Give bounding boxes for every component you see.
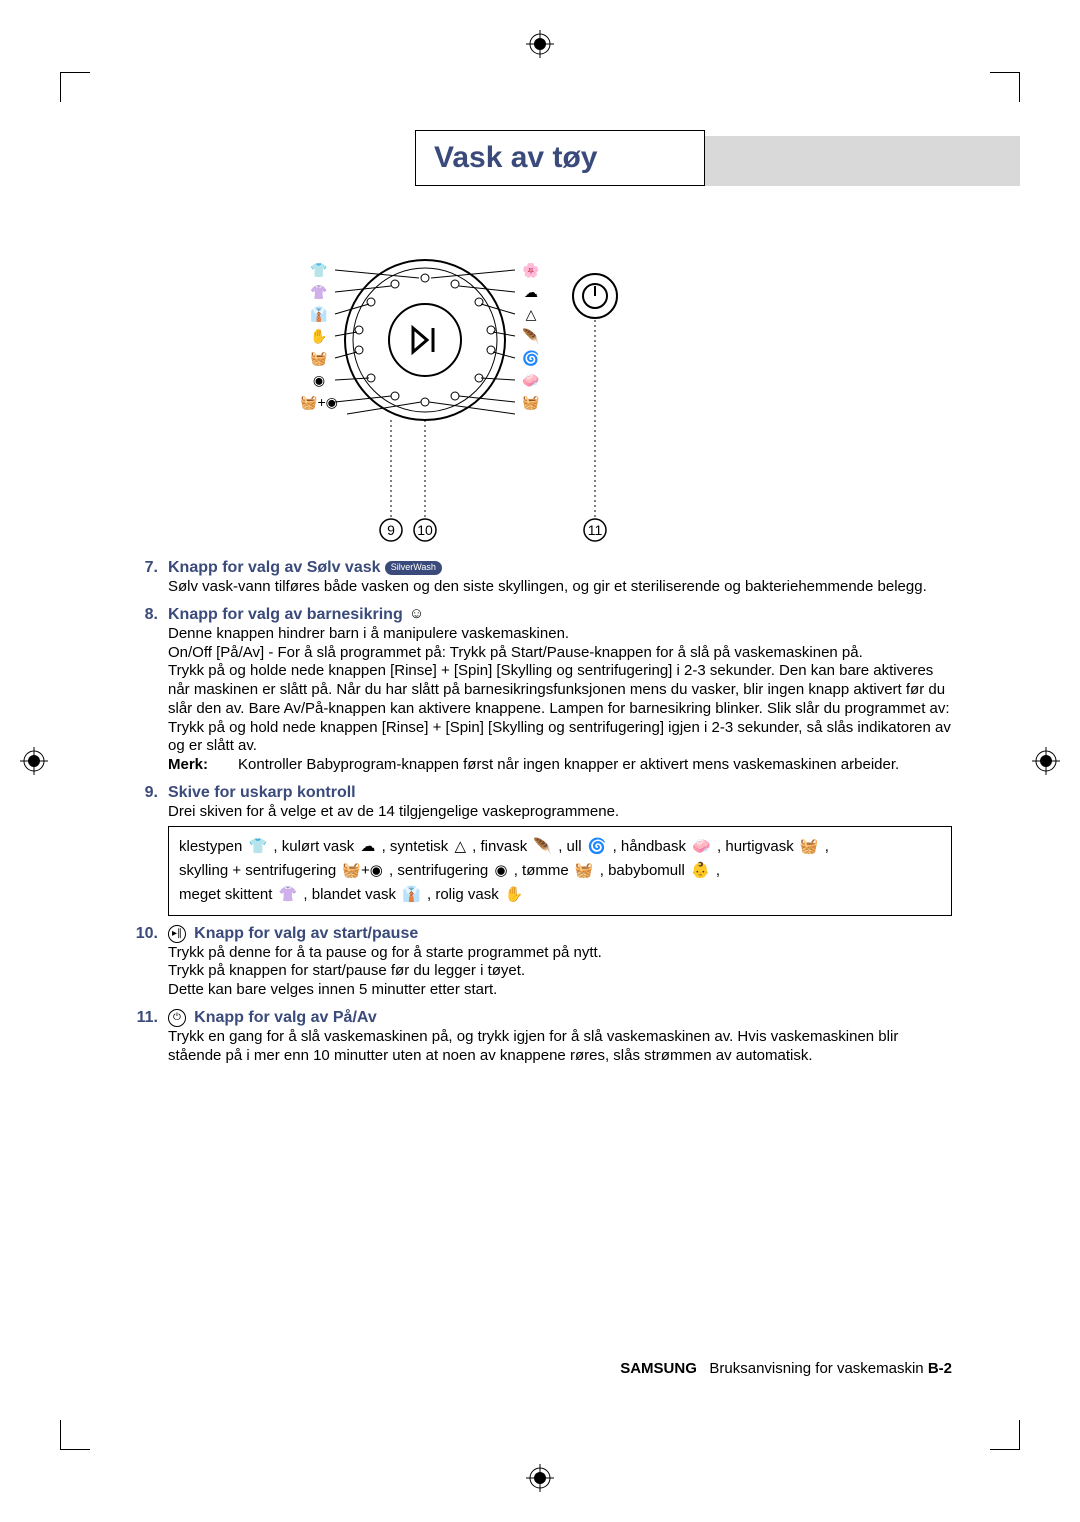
item-para: Dette kan bare velges innen 5 minutter e… — [168, 981, 952, 1000]
program-list-box: klestypen 👕 , kulørt vask ☁ , syntetisk … — [168, 826, 952, 916]
registration-mark-icon — [1032, 747, 1060, 775]
quickwash-icon: 🧺 — [800, 835, 819, 859]
clothes-icon: 👕 — [249, 835, 268, 859]
synthetic-icon: △ — [454, 835, 466, 859]
registration-mark-icon — [526, 1464, 554, 1492]
svg-text:✋: ✋ — [310, 328, 327, 344]
page-title: Vask av tøy — [415, 130, 705, 186]
heavy-soil-icon: 👚 — [279, 883, 298, 907]
item-heading: Skive for uskarp kontroll — [168, 784, 356, 801]
item-para: On/Off [På/Av] - For å slå programmet på… — [168, 644, 952, 663]
svg-text:☁: ☁ — [524, 284, 538, 300]
svg-text:👕: 👕 — [310, 262, 327, 278]
svg-text:👚: 👚 — [310, 284, 327, 300]
item-para: Trykk på og holde nede knappen [Rinse] +… — [168, 662, 952, 756]
quiet-wash-icon: ✋ — [505, 883, 524, 907]
item-heading: Knapp for valg av start/pause — [194, 925, 418, 942]
page-footer: SAMSUNG Bruksanvisning for vaskemaskin B… — [620, 1360, 952, 1377]
svg-text:11: 11 — [588, 522, 603, 538]
svg-text:🧺: 🧺 — [522, 394, 539, 411]
svg-text:△: △ — [526, 306, 537, 322]
item-heading: Knapp for valg av Sølv vask — [168, 559, 381, 576]
list-item: 10. ▸∥ Knapp for valg av start/pause Try… — [128, 924, 952, 1000]
note-row: Merk: Kontroller Babyprogram-knappen før… — [168, 756, 952, 775]
crop-mark — [990, 72, 1020, 102]
list-item: 9. Skive for uskarp kontroll Drei skiven… — [128, 783, 952, 916]
registration-mark-icon — [526, 30, 554, 58]
item-para: Trykk på knappen for start/pause før du … — [168, 962, 952, 981]
svg-text:10: 10 — [417, 522, 433, 538]
svg-text:🪶: 🪶 — [522, 327, 539, 345]
item-para: Trykk en gang for å slå vaskemaskinen på… — [168, 1028, 952, 1066]
list-item: 7. Knapp for valg av Sølv vask SilverWas… — [128, 558, 952, 597]
instruction-list: 7. Knapp for valg av Sølv vask SilverWas… — [128, 558, 952, 1073]
drain-icon: 🧺 — [575, 859, 594, 883]
control-dial-diagram: 👕 👚 👔 ✋ 🧺 ◉ 🧺+◉ 🌸 ☁ △ 🪶 🌀 🧼 🧺 9 10 11 — [295, 250, 665, 550]
svg-text:🧺: 🧺 — [310, 350, 327, 367]
list-item: 8. Knapp for valg av barnesikring ☺ Denn… — [128, 605, 952, 775]
baby-cotton-icon: 👶 — [691, 859, 710, 883]
crop-mark — [60, 72, 90, 102]
footer-text: Bruksanvisning for vaskemaskin — [709, 1360, 923, 1377]
item-heading: Knapp for valg av På/Av — [194, 1009, 377, 1026]
svg-text:🧼: 🧼 — [522, 372, 539, 388]
note-text: Kontroller Babyprogram-knappen først når… — [238, 756, 899, 775]
svg-text:👔: 👔 — [310, 306, 327, 323]
list-item: 11. ⏻ Knapp for valg av På/Av Trykk en g… — [128, 1008, 952, 1066]
item-para: Drei skiven for å velge et av de 14 tilg… — [168, 803, 952, 822]
child-lock-icon: ☺ — [409, 605, 424, 624]
item-para: Denne knappen hindrer barn i å manipuler… — [168, 625, 952, 644]
footer-page: B-2 — [928, 1360, 952, 1377]
delicate-icon: 🪶 — [533, 835, 552, 859]
power-icon: ⏻ — [168, 1009, 186, 1027]
note-label: Merk: — [168, 756, 238, 775]
crop-mark — [990, 1420, 1020, 1450]
wool-icon: 🌀 — [588, 835, 607, 859]
svg-text:🌸: 🌸 — [522, 262, 539, 279]
crop-mark — [60, 1420, 90, 1450]
colored-wash-icon: ☁ — [360, 835, 375, 859]
footer-brand: SAMSUNG — [620, 1360, 697, 1377]
svg-text:◉: ◉ — [313, 372, 325, 388]
rinse-spin-icon: 🧺+◉ — [342, 859, 383, 883]
spin-icon: ◉ — [494, 859, 507, 883]
svg-text:🌀: 🌀 — [522, 349, 539, 367]
svg-text:🧺+◉: 🧺+◉ — [300, 394, 338, 411]
svg-text:9: 9 — [387, 522, 395, 538]
silverwash-badge-icon: SilverWash — [385, 561, 442, 574]
registration-mark-icon — [20, 747, 48, 775]
mixed-wash-icon: 👔 — [402, 883, 421, 907]
item-heading: Knapp for valg av barnesikring — [168, 606, 403, 623]
item-para: Trykk på denne for å ta pause og for å s… — [168, 944, 952, 963]
handwash-icon: 🧼 — [692, 835, 711, 859]
item-para: Sølv vask-vann tilføres både vasken og d… — [168, 578, 952, 597]
start-pause-icon: ▸∥ — [168, 925, 186, 943]
